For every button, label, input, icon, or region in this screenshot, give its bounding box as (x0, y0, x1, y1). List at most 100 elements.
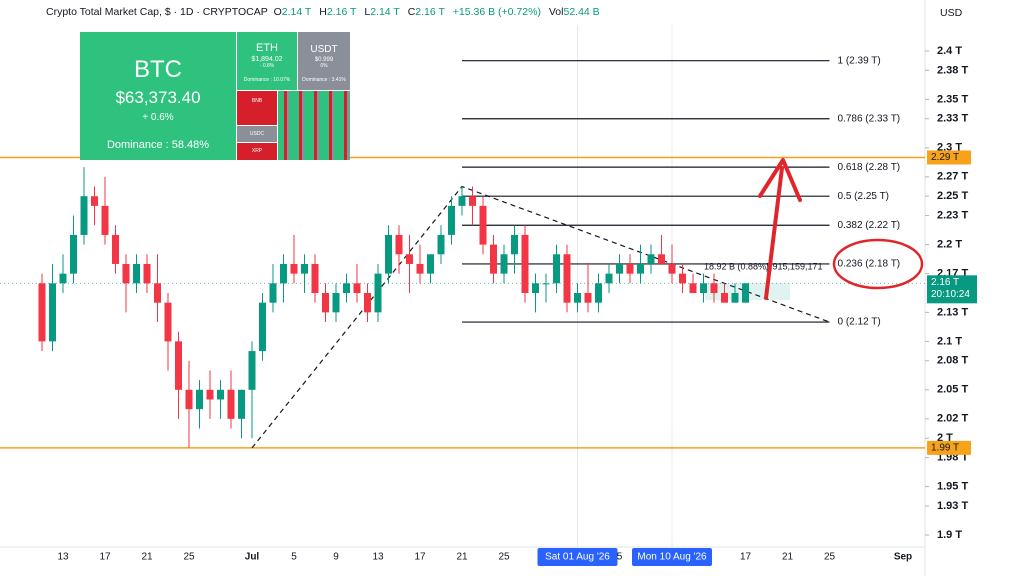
candle-body (605, 273, 613, 284)
candle-body (700, 283, 707, 293)
fib-label: 0.786 (2.33 T) (838, 113, 901, 124)
h-value: 2.16 T (326, 6, 357, 18)
candle-body (217, 389, 224, 400)
candle-body (385, 234, 392, 274)
x-tick-label: Sep (894, 552, 912, 563)
candle-body (679, 273, 686, 284)
x-tick-label: 21 (141, 552, 153, 563)
candle-body (542, 283, 550, 285)
candle-body (448, 205, 455, 235)
y-tick-label: 1.95 T (937, 481, 968, 493)
price-label-box (927, 440, 971, 455)
price-label: 1.99 T (931, 443, 959, 454)
candle-body (122, 263, 130, 284)
candle-body (532, 283, 539, 293)
y-tick-label: 2.02 T (937, 413, 968, 425)
candle-body (112, 234, 119, 264)
y-tick-label: 2.13 T (937, 306, 968, 318)
fib-label: 0.5 (2.25 T) (838, 191, 890, 202)
x-tick-label: 17 (414, 552, 426, 563)
candle-body (59, 273, 67, 284)
candle-body (343, 283, 350, 293)
header: Crypto Total Market Cap, $ · 1D · CRYPTO… (46, 6, 605, 18)
candle-body (710, 283, 718, 293)
price-label-box (927, 150, 971, 165)
y-tick-label: 2.08 T (937, 355, 968, 367)
candle-body (322, 293, 329, 313)
last-price-box (927, 275, 977, 304)
usdt-tile: USDT $0.999 0% Dominance : 3.41% (298, 32, 350, 90)
red-arrow (764, 166, 784, 300)
x-tick-label: 5 (617, 552, 623, 563)
x-tick-label: 25 (498, 552, 510, 563)
x-tick-label: 21 (456, 552, 468, 563)
candle-body (637, 263, 644, 274)
candle-body (647, 254, 655, 264)
candle-body (479, 205, 487, 245)
candle-body (269, 283, 277, 303)
btc-tile: BTC $63,373.40 + 0.6% Dominance : 58.48% (80, 32, 236, 160)
candle-body (101, 205, 109, 235)
x-tick-label: 13 (57, 552, 69, 563)
candle-body (290, 263, 298, 274)
heatmap: BTC $63,373.40 + 0.6% Dominance : 58.48%… (80, 32, 350, 160)
eth-tile: ETH $1,894.02 - 0.8% Dominance : 10.07% (237, 32, 297, 90)
candle-body (332, 293, 340, 313)
candle-body (490, 244, 497, 274)
x-tick-label: 25 (183, 552, 195, 563)
candle-body (616, 263, 623, 274)
x-tick-label: Jul (245, 552, 260, 563)
btc-price: $63,373.40 (115, 88, 201, 107)
btc-change: + 0.6% (142, 112, 174, 123)
candle-body (416, 263, 424, 274)
candle-body (731, 293, 739, 303)
y-tick-label: 1.93 T (937, 500, 968, 512)
o-value: 2.14 T (281, 6, 312, 18)
y-tick-label: 2.27 T (937, 171, 968, 183)
countdown: 20:10:24 (931, 289, 970, 300)
fib-label: 0.618 (2.28 T) (838, 162, 901, 173)
measure-label: 18.92 B (0.88%) (704, 261, 769, 271)
candle-body (500, 254, 508, 274)
y-tick-label: 2.38 T (937, 64, 968, 76)
candle-body (626, 263, 634, 274)
x-tick-label: 17 (740, 552, 752, 563)
candle-body (437, 234, 445, 255)
x-tick-label: 5 (291, 552, 297, 563)
xrp-tile: XRP (237, 143, 277, 160)
eth-dominance: Dominance : 10.07% (243, 77, 291, 83)
small-tiles (278, 91, 350, 160)
candle-body (38, 283, 46, 342)
candle-body (175, 341, 182, 390)
candle-body (227, 389, 235, 419)
btc-name: BTC (134, 56, 182, 83)
o-key: O (273, 6, 282, 18)
x-tick-label: 9 (333, 552, 339, 563)
candle-body (238, 389, 245, 419)
x-tick-label: 21 (782, 552, 794, 563)
y-tick-label: 2.23 T (937, 209, 968, 221)
fib-label: 0.236 (2.18 T) (838, 259, 901, 270)
usdt-dominance: Dominance : 3.41% (302, 77, 346, 83)
candle-body (595, 283, 602, 303)
candle-body (406, 254, 413, 264)
candle-body (164, 302, 172, 342)
candle-body (206, 389, 214, 400)
candle-body (584, 293, 592, 303)
candle-body (658, 254, 665, 264)
candle-body (721, 293, 728, 303)
candle-body (521, 234, 529, 293)
y-tick-label: 2.33 T (937, 113, 968, 125)
candle-body (511, 234, 518, 255)
candle-body (563, 254, 571, 303)
candle-body (427, 254, 434, 274)
eth-price: $1,894.02 (251, 56, 283, 63)
c-key: C (407, 6, 416, 18)
red-circle (832, 238, 924, 290)
candle-body (668, 263, 676, 274)
btc-dominance: Dominance : 58.48% (106, 139, 210, 151)
candle-body (133, 263, 140, 284)
price-label: 2.29 T (931, 152, 959, 163)
